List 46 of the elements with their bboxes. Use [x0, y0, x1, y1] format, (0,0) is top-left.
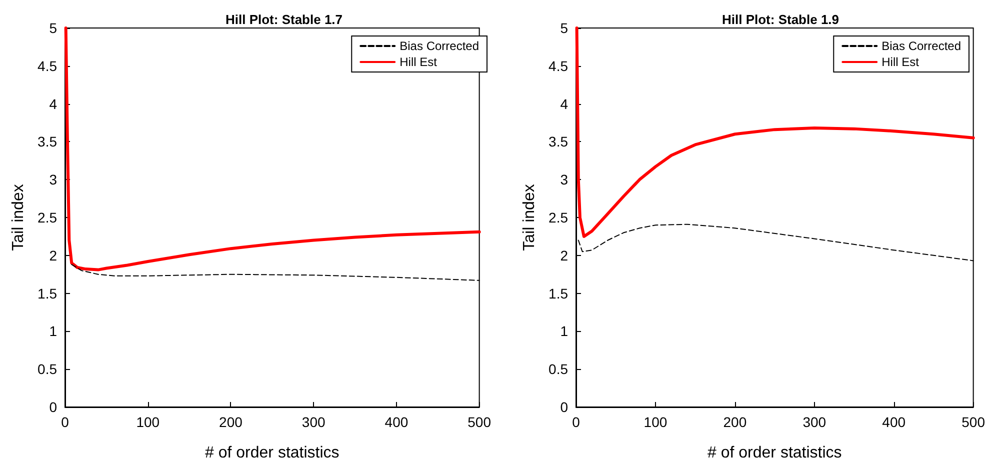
y-tick-label: 5	[560, 20, 568, 36]
y-tick-label: 4	[49, 96, 58, 112]
legend-label: Hill Est	[882, 55, 920, 69]
x-tick-label: 200	[723, 414, 747, 430]
y-tick-label: 4.5	[548, 58, 568, 74]
x-tick-label: 300	[302, 414, 326, 430]
x-tick-label: 200	[219, 414, 243, 430]
y-tick-label: 0.5	[38, 361, 58, 378]
x-tick-label: 0	[572, 414, 580, 430]
x-tick-label: 0	[61, 414, 70, 430]
chart-title: Hill Plot: Stable 1.9	[722, 12, 840, 27]
y-tick-label: 3.5	[38, 134, 58, 150]
y-tick-label: 1.5	[38, 285, 58, 302]
x-tick-label: 100	[644, 414, 668, 430]
y-tick-label: 3	[49, 172, 58, 188]
legend-label: Hill Est	[400, 55, 438, 69]
chart-title: Hill Plot: Stable 1.7	[225, 12, 343, 27]
y-tick-label: 4	[560, 96, 568, 112]
y-tick-label: 3.5	[548, 134, 568, 150]
y-tick-label: 1.5	[548, 285, 568, 302]
x-axis-title: # of order statistics	[708, 444, 842, 462]
y-tick-label: 4.5	[38, 58, 58, 74]
line-series	[575, 26, 975, 238]
y-tick-label: 0.5	[548, 361, 568, 378]
y-tick-label: 5	[49, 20, 58, 36]
x-tick-label: 300	[802, 414, 826, 430]
y-tick-label: 2	[560, 247, 568, 264]
y-axis-title: Tail index	[10, 184, 28, 251]
x-tick-label: 100	[136, 414, 160, 430]
y-tick-label: 3	[560, 172, 568, 188]
x-tick-label: 400	[882, 414, 906, 430]
legend-label: Bias Corrected	[400, 39, 480, 53]
x-tick-label: 500	[468, 414, 492, 430]
y-tick-label: 1	[560, 323, 568, 340]
y-tick-label: 0	[49, 399, 58, 415]
x-axis-title: # of order statistics	[205, 444, 340, 462]
y-tick-label: 0	[560, 399, 568, 415]
line-series	[64, 26, 481, 272]
x-tick-label: 400	[384, 414, 408, 430]
x-tick-label: 500	[962, 414, 986, 430]
y-tick-label: 2.5	[38, 210, 58, 226]
y-tick-label: 1	[49, 323, 58, 340]
y-tick-label: 2	[49, 247, 58, 264]
legend-label: Bias Corrected	[882, 39, 962, 53]
y-tick-label: 2.5	[548, 210, 568, 226]
y-axis-title: Tail index	[521, 184, 538, 251]
